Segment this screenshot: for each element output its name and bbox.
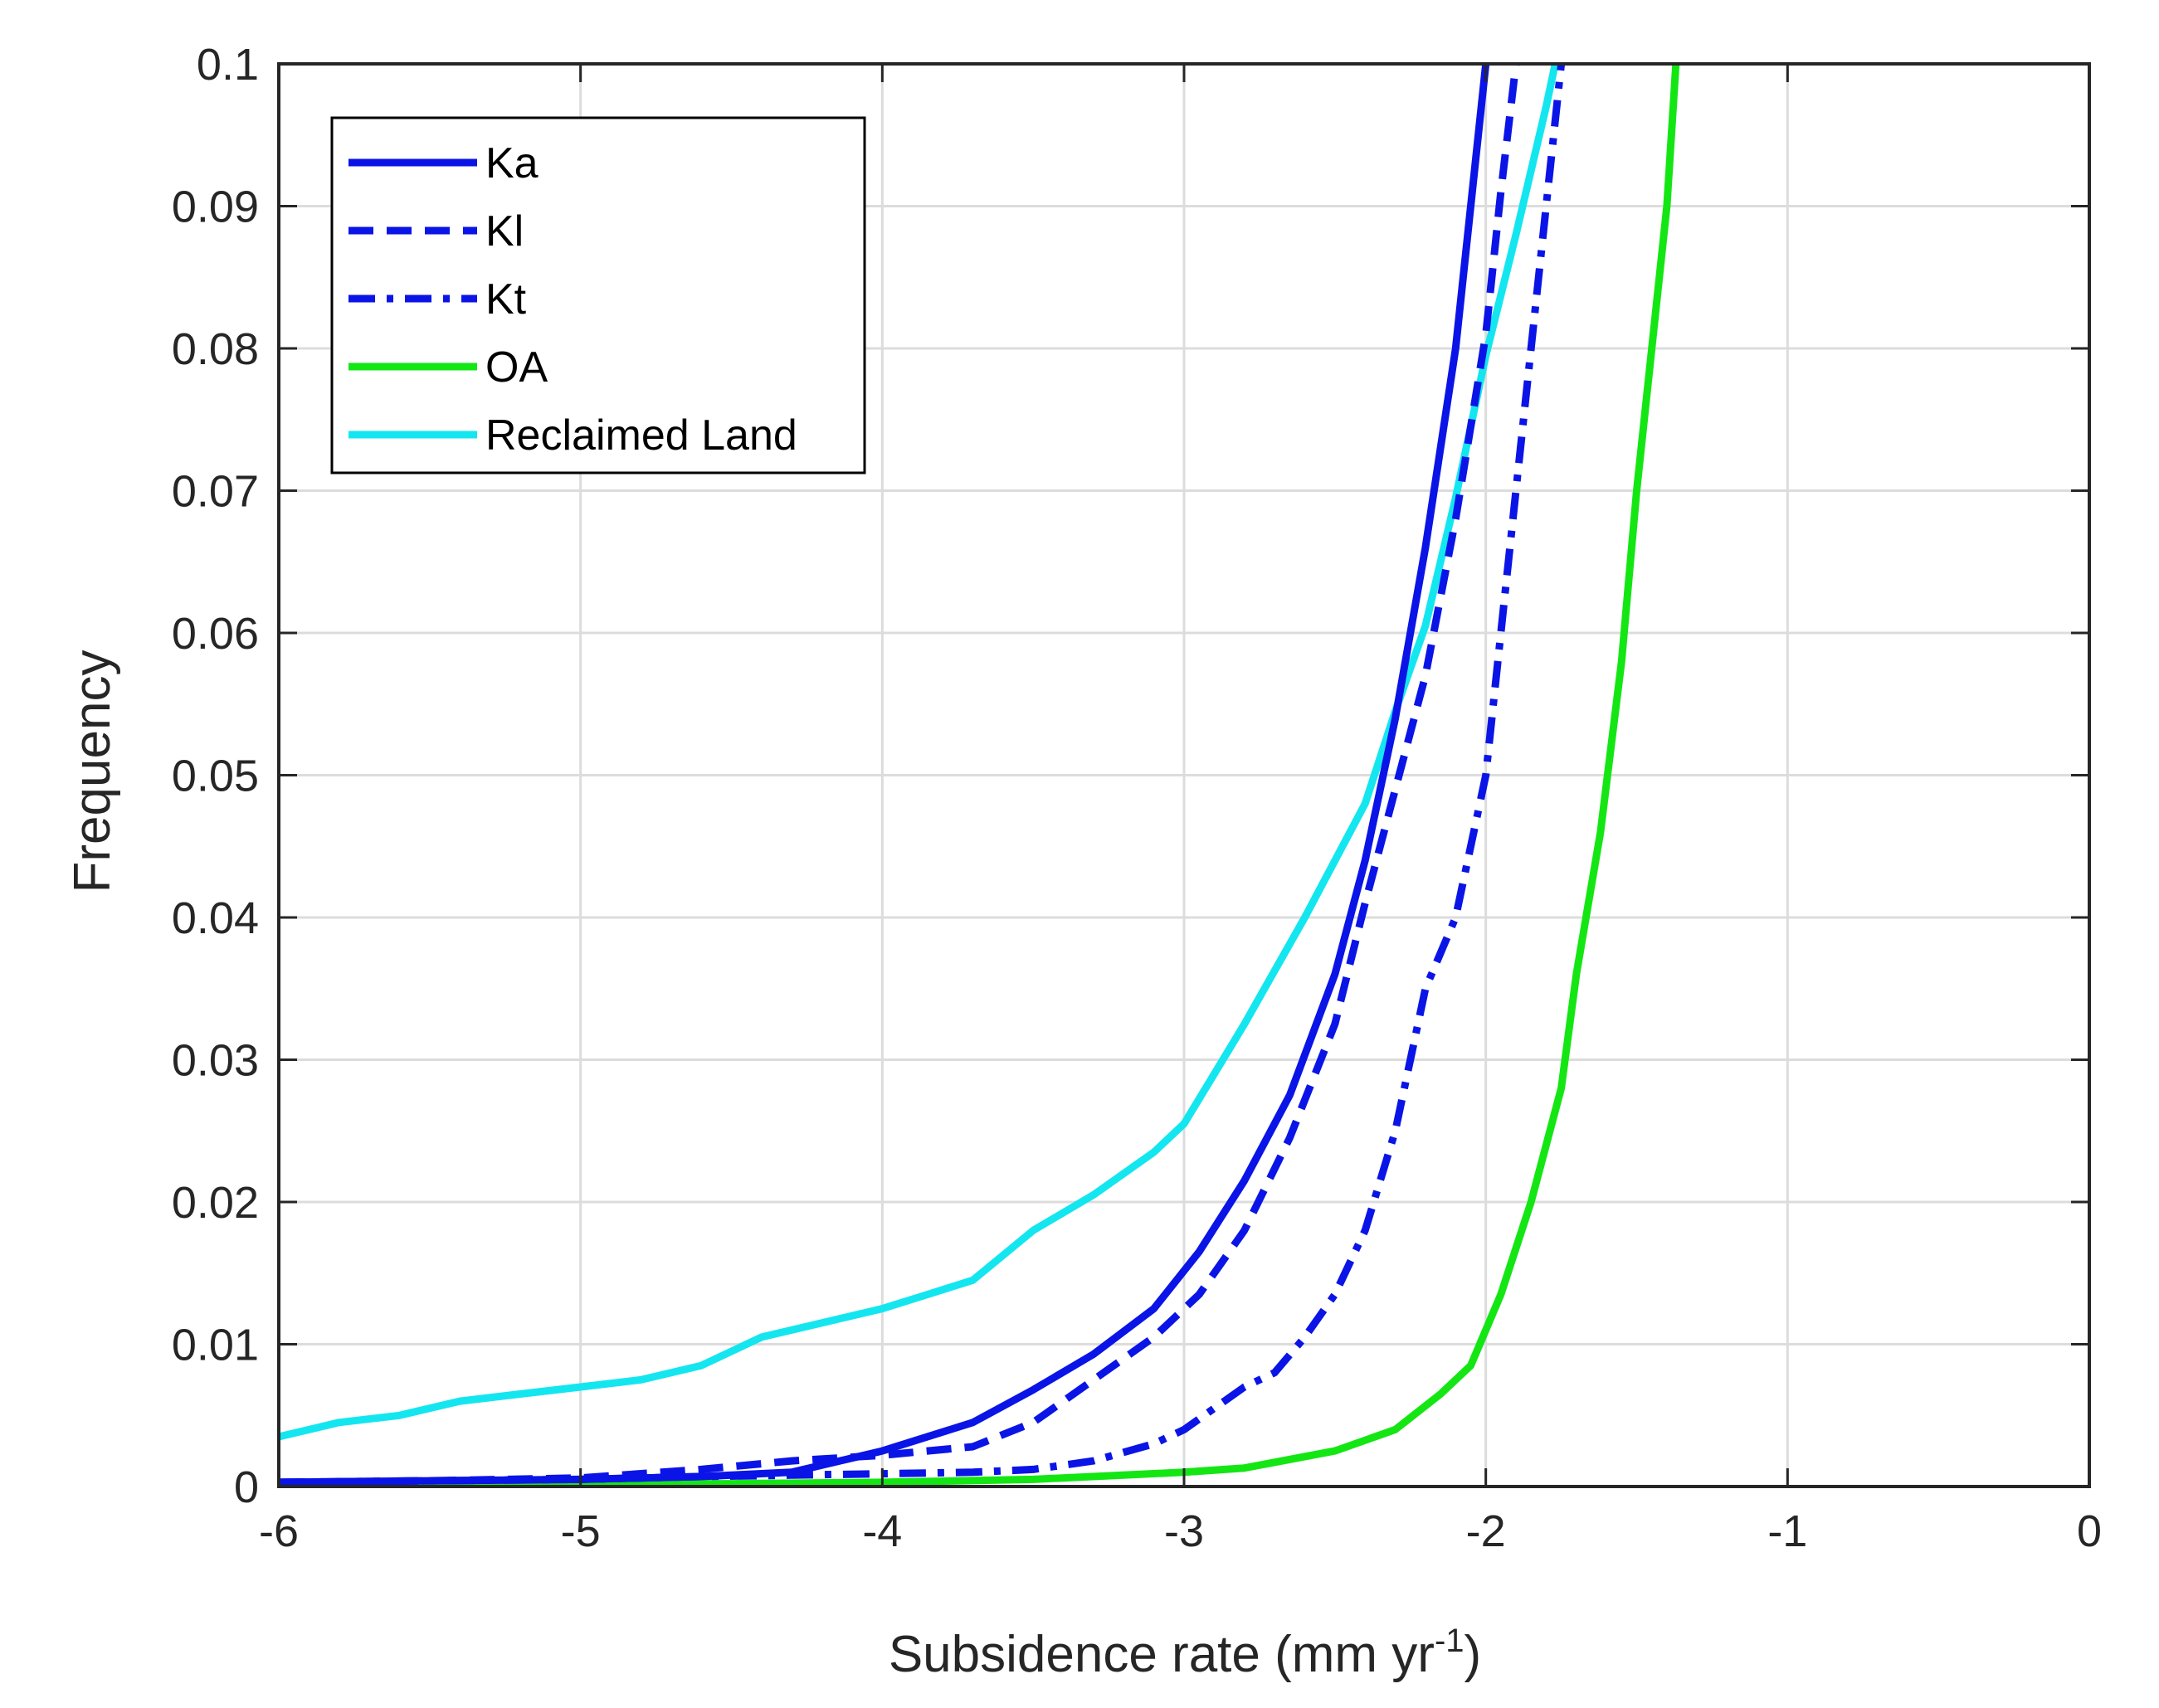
y-tick-label: 0.02 <box>172 1178 259 1228</box>
x-axis-label-superscript: -1 <box>1435 1623 1465 1659</box>
x-axis-label: Subsidence rate (mm yr-1) <box>889 1623 1481 1683</box>
y-tick-label: 0.1 <box>197 40 259 90</box>
x-tick-label: -4 <box>862 1506 902 1556</box>
legend: Ka Kl Kt OA Reclaimed Land <box>330 116 866 474</box>
y-axis-label: Frequency <box>64 650 121 893</box>
x-tick-label: -2 <box>1466 1506 1506 1556</box>
x-tick-label: 0 <box>2077 1506 2102 1556</box>
legend-label: Reclaimed Land <box>485 411 797 460</box>
y-tick-label: 0.07 <box>172 467 259 517</box>
legend-label: Kt <box>485 275 527 324</box>
y-tick-label: 0.05 <box>172 752 259 801</box>
y-tick-label: 0.09 <box>172 182 259 232</box>
legend-label: Ka <box>485 139 539 187</box>
series-group <box>279 64 1680 1487</box>
y-tick-label: 0 <box>234 1462 259 1512</box>
y-tick-label: 0.03 <box>172 1036 259 1086</box>
y-tick-label: 0.08 <box>172 324 259 374</box>
x-tick-label: -3 <box>1164 1506 1204 1556</box>
x-axis-label-main: Subsidence rate (mm yr <box>889 1626 1435 1683</box>
legend-label: OA <box>485 343 548 392</box>
y-tick-label: 0.01 <box>172 1321 259 1370</box>
series-line-kl <box>279 64 1520 1487</box>
x-axis-label-suffix: ) <box>1465 1626 1482 1683</box>
x-tick-label: -6 <box>259 1506 299 1556</box>
x-tick-labels: -6 -5 -4 -3 -2 -1 0 <box>259 1506 2102 1556</box>
y-tick-label: 0.06 <box>172 609 259 659</box>
y-tick-labels: 0 0.01 0.02 0.03 0.04 0.05 0.06 0.07 0.08 0.09 0.1 <box>172 40 259 1512</box>
series-line-reclaimed-land <box>279 64 1559 1441</box>
y-tick-label: 0.04 <box>172 893 259 943</box>
series-line-oa <box>279 64 1680 1487</box>
tick-marks <box>277 62 2091 1488</box>
x-tick-label: -5 <box>561 1506 601 1556</box>
series-line-kt <box>279 64 1566 1487</box>
legend-label: Kl <box>485 207 524 255</box>
x-tick-label: -1 <box>1767 1506 1807 1556</box>
